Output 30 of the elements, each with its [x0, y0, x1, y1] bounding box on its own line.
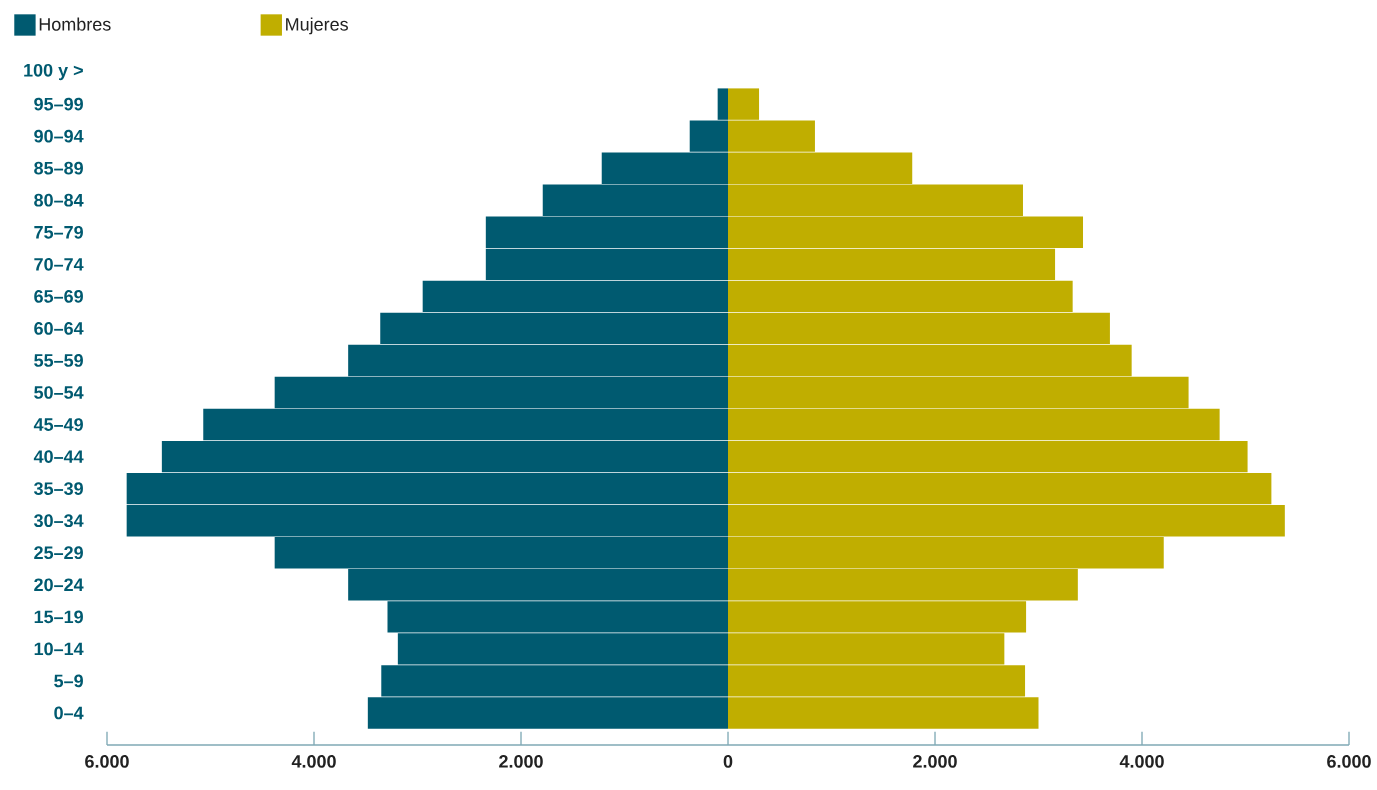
y-tick-label: 5–9: [54, 674, 83, 688]
x-tick-label: 4.000: [1119, 755, 1164, 768]
legend-label: Mujeres: [286, 17, 348, 35]
y-tick-label: 50–54: [34, 386, 84, 399]
y-tick-label: 10–14: [34, 642, 84, 656]
y-tick-label: 55–59: [34, 354, 83, 367]
y-tick-label: 75–79: [34, 225, 83, 239]
x-tick-label: 6.000: [85, 755, 129, 768]
y-tick-label: 30–34: [33, 514, 84, 528]
y-tick-label: 95–99: [34, 97, 83, 111]
y-tick-label: 25–29: [34, 546, 83, 560]
legend-label: Hombres: [39, 17, 111, 31]
x-tick-label: 0: [723, 755, 733, 768]
x-tick-label: 2.000: [913, 755, 957, 768]
x-tick-label: 2.000: [499, 755, 543, 768]
x-tick-label: 6.000: [1327, 755, 1371, 768]
y-tick-label: 80–84: [34, 193, 84, 207]
y-tick-label: 0–4: [54, 706, 84, 720]
y-tick-label: 20–24: [34, 578, 84, 592]
y-tick-label: 70–74: [34, 257, 84, 271]
y-tick-label: 65–69: [34, 290, 83, 303]
y-tick-label: 15–19: [34, 610, 83, 624]
y-tick-label: 90–94: [34, 129, 84, 143]
y-tick-label: 60–64: [34, 322, 84, 335]
y-tick-label: 45–49: [33, 418, 83, 431]
y-tick-label: 40–44: [33, 450, 84, 463]
y-tick-label: 85–89: [34, 161, 83, 175]
y-tick-label: 35–39: [33, 482, 83, 496]
y-tick-label: 100 y >: [24, 63, 83, 81]
x-tick-label: 4.000: [291, 755, 336, 768]
